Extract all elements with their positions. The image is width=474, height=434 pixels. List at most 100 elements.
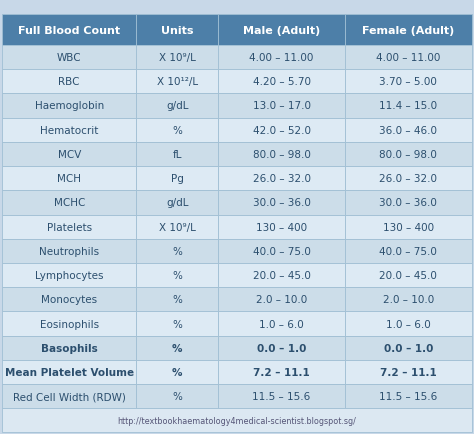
Text: 30.0 – 36.0: 30.0 – 36.0 <box>379 198 437 208</box>
Text: Red Cell Width (RDW): Red Cell Width (RDW) <box>13 391 126 401</box>
Bar <box>345 239 472 263</box>
Bar <box>136 118 218 142</box>
Bar <box>136 191 218 215</box>
Bar <box>2 312 136 336</box>
Bar <box>218 336 345 360</box>
Text: %: % <box>172 319 182 329</box>
Text: Lymphocytes: Lymphocytes <box>35 270 103 280</box>
Bar <box>345 360 472 385</box>
Bar <box>136 385 218 408</box>
Bar <box>136 263 218 288</box>
Bar <box>218 142 345 167</box>
Bar <box>136 70 218 94</box>
Bar <box>136 46 218 70</box>
Text: X 10⁹/L: X 10⁹/L <box>159 222 196 232</box>
Bar <box>218 46 345 70</box>
Text: 130 – 400: 130 – 400 <box>383 222 434 232</box>
Bar <box>345 385 472 408</box>
Text: Basophils: Basophils <box>41 343 98 353</box>
Bar <box>218 360 345 385</box>
Text: %: % <box>172 391 182 401</box>
Bar <box>2 336 136 360</box>
Text: 130 – 400: 130 – 400 <box>256 222 307 232</box>
Bar <box>136 215 218 239</box>
Bar <box>136 336 218 360</box>
Bar <box>136 288 218 312</box>
Bar <box>345 142 472 167</box>
Text: Units: Units <box>161 26 193 36</box>
Bar <box>218 118 345 142</box>
Text: Male (Adult): Male (Adult) <box>243 26 320 36</box>
Bar <box>2 46 136 70</box>
Bar <box>136 15 218 46</box>
Bar <box>2 191 136 215</box>
Text: 40.0 – 75.0: 40.0 – 75.0 <box>253 247 310 256</box>
Bar <box>2 167 136 191</box>
Bar <box>2 360 136 385</box>
Bar <box>345 288 472 312</box>
Bar <box>345 263 472 288</box>
Text: 2.0 – 10.0: 2.0 – 10.0 <box>383 295 434 305</box>
Text: MCV: MCV <box>57 150 81 160</box>
Text: 20.0 – 45.0: 20.0 – 45.0 <box>379 270 437 280</box>
Text: 1.0 – 6.0: 1.0 – 6.0 <box>259 319 304 329</box>
Text: WBC: WBC <box>57 53 82 63</box>
Bar <box>218 191 345 215</box>
Bar <box>218 70 345 94</box>
Bar <box>136 94 218 118</box>
Bar <box>2 239 136 263</box>
Text: Platelets: Platelets <box>46 222 92 232</box>
Bar <box>2 288 136 312</box>
Text: X 10⁹/L: X 10⁹/L <box>159 53 196 63</box>
Bar <box>2 385 136 408</box>
Bar <box>345 312 472 336</box>
Bar <box>2 142 136 167</box>
Text: 3.70 – 5.00: 3.70 – 5.00 <box>379 77 437 87</box>
Bar <box>218 215 345 239</box>
Bar <box>2 70 136 94</box>
Bar <box>345 15 472 46</box>
Text: 7.2 – 11.1: 7.2 – 11.1 <box>253 367 310 377</box>
Bar <box>345 70 472 94</box>
Text: Full Blood Count: Full Blood Count <box>18 26 120 36</box>
Bar <box>218 15 345 46</box>
Bar <box>218 288 345 312</box>
Text: 80.0 – 98.0: 80.0 – 98.0 <box>253 150 310 160</box>
Bar <box>345 118 472 142</box>
Text: MCH: MCH <box>57 174 81 184</box>
Text: Hematocrit: Hematocrit <box>40 125 99 135</box>
Bar <box>2 215 136 239</box>
Text: MCHC: MCHC <box>54 198 85 208</box>
Bar <box>136 167 218 191</box>
Text: %: % <box>172 367 182 377</box>
Bar <box>2 118 136 142</box>
Text: 40.0 – 75.0: 40.0 – 75.0 <box>379 247 437 256</box>
Text: X 10¹²/L: X 10¹²/L <box>156 77 198 87</box>
Text: %: % <box>172 343 182 353</box>
Text: http://textbookhaematology4medical-scientist.blogspot.sg/: http://textbookhaematology4medical-scien… <box>118 416 356 424</box>
Text: RBC: RBC <box>58 77 80 87</box>
Bar <box>2 94 136 118</box>
Text: g/dL: g/dL <box>166 198 189 208</box>
Bar <box>345 94 472 118</box>
Text: Eosinophils: Eosinophils <box>40 319 99 329</box>
Text: 4.00 – 11.00: 4.00 – 11.00 <box>376 53 440 63</box>
Bar <box>2 263 136 288</box>
Text: 42.0 – 52.0: 42.0 – 52.0 <box>253 125 310 135</box>
Text: 20.0 – 45.0: 20.0 – 45.0 <box>253 270 310 280</box>
Bar <box>136 239 218 263</box>
Text: %: % <box>172 125 182 135</box>
Bar <box>136 360 218 385</box>
Text: %: % <box>172 270 182 280</box>
Text: 4.00 – 11.00: 4.00 – 11.00 <box>249 53 314 63</box>
Text: 36.0 – 46.0: 36.0 – 46.0 <box>379 125 438 135</box>
Text: 1.0 – 6.0: 1.0 – 6.0 <box>386 319 431 329</box>
Text: Pg: Pg <box>171 174 183 184</box>
Text: Haemoglobin: Haemoglobin <box>35 101 104 111</box>
Bar <box>218 239 345 263</box>
Bar <box>2 408 472 432</box>
Text: 26.0 – 32.0: 26.0 – 32.0 <box>253 174 310 184</box>
Text: Monocytes: Monocytes <box>41 295 97 305</box>
Text: 11.4 – 15.0: 11.4 – 15.0 <box>379 101 438 111</box>
Bar <box>2 15 136 46</box>
